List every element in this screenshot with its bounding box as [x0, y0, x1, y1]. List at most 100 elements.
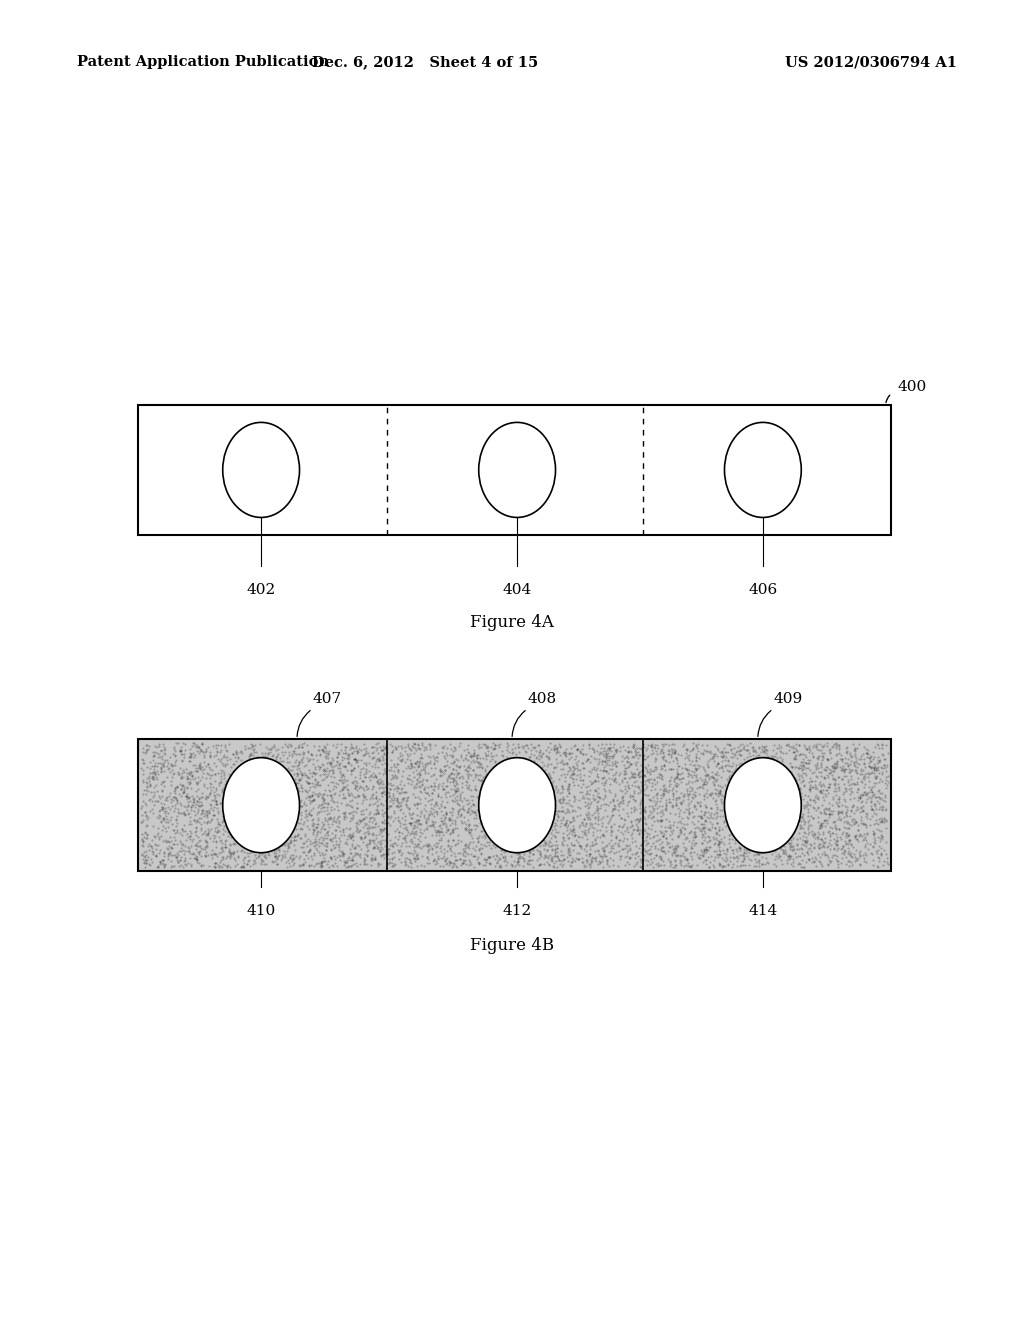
Point	[184, 766, 201, 787]
Point	[592, 853, 608, 874]
Point	[350, 785, 367, 807]
Point	[421, 784, 437, 805]
Point	[653, 768, 670, 789]
Point	[651, 764, 668, 785]
Point	[844, 846, 860, 867]
Point	[596, 774, 612, 795]
Point	[736, 776, 753, 797]
Point	[301, 855, 317, 876]
Point	[300, 785, 316, 807]
Point	[188, 809, 205, 830]
Point	[486, 763, 503, 784]
Point	[301, 772, 317, 793]
Point	[393, 781, 410, 803]
Point	[299, 767, 315, 788]
Point	[194, 820, 210, 841]
Point	[526, 762, 543, 783]
Point	[647, 750, 664, 771]
Point	[382, 779, 398, 800]
Point	[463, 751, 479, 772]
Point	[652, 849, 669, 870]
Point	[649, 830, 666, 851]
Point	[783, 791, 800, 812]
Point	[447, 780, 464, 801]
Point	[426, 805, 442, 826]
Point	[780, 814, 797, 836]
Point	[209, 741, 225, 762]
Point	[136, 857, 153, 878]
Point	[810, 807, 826, 828]
Point	[466, 845, 482, 866]
Point	[729, 789, 745, 810]
Point	[679, 783, 695, 804]
Point	[290, 772, 306, 793]
Point	[430, 833, 446, 854]
Point	[791, 810, 807, 832]
Point	[625, 746, 641, 767]
Point	[821, 838, 838, 859]
Point	[399, 744, 416, 766]
Point	[739, 809, 756, 830]
Point	[714, 758, 730, 779]
Point	[512, 774, 528, 795]
Point	[176, 804, 193, 825]
Point	[484, 834, 501, 855]
Point	[729, 763, 745, 784]
Point	[775, 812, 792, 833]
Point	[876, 807, 892, 828]
Point	[462, 803, 478, 824]
Point	[342, 739, 358, 760]
Point	[682, 741, 698, 762]
Point	[301, 750, 317, 771]
Point	[451, 756, 467, 777]
Point	[476, 734, 493, 755]
Point	[645, 760, 662, 781]
Point	[731, 812, 748, 833]
Point	[709, 843, 725, 865]
Point	[598, 760, 614, 781]
Point	[703, 766, 720, 787]
Point	[200, 824, 216, 845]
Point	[719, 733, 735, 754]
Point	[628, 853, 644, 874]
Point	[379, 738, 395, 759]
Point	[249, 747, 265, 768]
Point	[466, 743, 482, 764]
Point	[869, 750, 886, 771]
Point	[526, 775, 543, 796]
Point	[482, 750, 499, 771]
Point	[480, 744, 497, 766]
Point	[256, 788, 272, 809]
Point	[196, 747, 212, 768]
Point	[190, 737, 207, 758]
Point	[773, 756, 790, 777]
Point	[867, 772, 884, 793]
Point	[442, 840, 459, 861]
Point	[782, 797, 799, 818]
Point	[743, 813, 760, 834]
Point	[737, 751, 754, 772]
Point	[408, 739, 424, 760]
Point	[479, 737, 496, 758]
Point	[831, 779, 848, 800]
Point	[438, 851, 455, 873]
Point	[820, 748, 837, 770]
Point	[696, 774, 713, 795]
Point	[444, 805, 461, 826]
Point	[245, 755, 261, 776]
Point	[467, 814, 483, 836]
Point	[209, 822, 225, 843]
Point	[370, 748, 386, 770]
Point	[684, 832, 700, 853]
Point	[589, 820, 605, 841]
Point	[529, 734, 546, 755]
Point	[712, 843, 728, 865]
Point	[649, 803, 666, 824]
Point	[713, 783, 729, 804]
Point	[433, 742, 450, 763]
Point	[346, 836, 362, 857]
Point	[639, 746, 655, 767]
Point	[180, 787, 197, 808]
Point	[144, 843, 161, 865]
Point	[863, 756, 880, 777]
